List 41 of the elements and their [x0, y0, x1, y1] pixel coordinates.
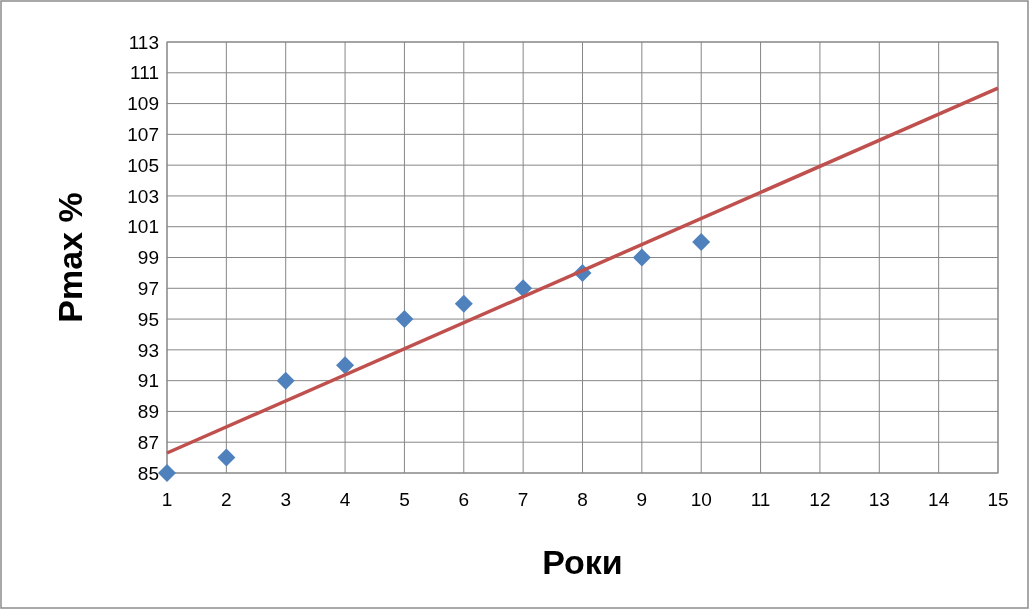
point: [336, 356, 355, 375]
x-tick-label: 13: [868, 489, 890, 510]
y-tick-label: 107: [127, 124, 159, 146]
x-tick-label: 6: [458, 489, 470, 510]
point: [632, 248, 651, 267]
y-tick-label: 87: [137, 431, 159, 453]
y-tick-label: 99: [137, 247, 159, 269]
y-tick-label: 113: [128, 31, 159, 53]
y-axis-title: Pmax %: [51, 192, 89, 323]
y-tick-label: 105: [127, 154, 159, 176]
y-tick-label: 85: [137, 462, 159, 484]
y-tick-label: 91: [137, 370, 159, 392]
point: [395, 310, 414, 329]
x-tick-label: 5: [399, 489, 410, 510]
x-tick-label: 15: [987, 489, 1009, 510]
y-tick-label: 111: [130, 62, 159, 84]
point: [158, 464, 176, 482]
point: [217, 448, 236, 467]
x-tick-label: 9: [636, 489, 648, 510]
y-tick-label: 97: [137, 277, 159, 299]
x-tick-label: 7: [517, 489, 529, 510]
x-tick-label: 4: [339, 489, 351, 510]
x-tick-label: 3: [280, 489, 291, 510]
x-tick-label: 8: [577, 489, 588, 510]
x-tick-label: 14: [928, 489, 950, 510]
x-tick-label: 11: [750, 489, 771, 510]
y-tick-label: 95: [137, 308, 159, 330]
y-tick-label: 109: [127, 93, 159, 115]
x-tick-label: 2: [221, 489, 232, 510]
x-tick-label: 12: [809, 489, 831, 510]
x-axis-title: Роки: [542, 543, 623, 581]
y-tick-label: 93: [137, 339, 159, 361]
y-tick-label: 103: [127, 185, 159, 207]
y-tick-label: 89: [137, 401, 159, 423]
point: [454, 294, 473, 313]
y-tick-label: 101: [127, 216, 159, 238]
point: [276, 371, 295, 390]
x-tick-label: 1: [161, 489, 173, 510]
x-tick-label: 10: [690, 489, 712, 510]
point: [514, 279, 533, 298]
point: [692, 233, 711, 252]
